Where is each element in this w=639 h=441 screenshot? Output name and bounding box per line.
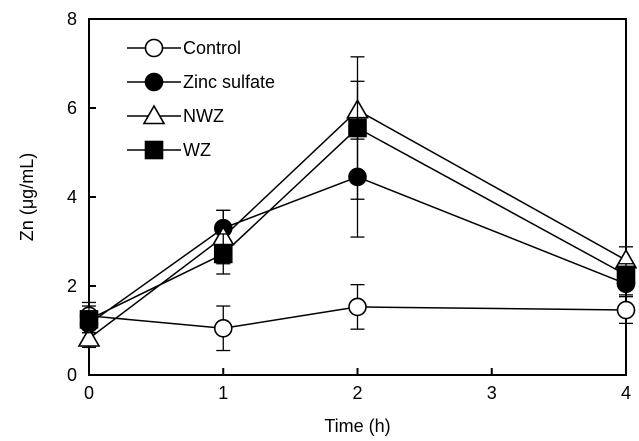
legend-item: Zinc sulfate: [127, 72, 275, 92]
x-tick-label: 2: [352, 383, 362, 403]
legend-marker: [142, 104, 166, 125]
series-line: [88, 109, 627, 340]
legend-label: Control: [183, 38, 241, 58]
legend-item: WZ: [127, 140, 211, 160]
x-tick-label: 1: [218, 383, 228, 403]
series-group: [77, 56, 638, 352]
data-point: [348, 118, 367, 138]
legend-marker: [144, 72, 164, 92]
y-tick-label: 2: [67, 276, 77, 296]
data-point: [348, 297, 367, 317]
y-tick-label: 8: [67, 9, 77, 29]
series-line: [88, 306, 627, 330]
series-line: [88, 127, 627, 321]
legend: Control Zinc sulfate NWZ WZ: [127, 38, 275, 160]
legend-marker: [144, 38, 164, 58]
x-tick-label: 3: [487, 383, 497, 403]
data-point: [77, 326, 101, 347]
series-control: [79, 284, 636, 352]
legend-label: WZ: [183, 140, 211, 160]
data-point: [213, 244, 233, 264]
y-tick-label: 6: [67, 98, 77, 118]
x-tick-label: 4: [621, 383, 631, 403]
x-tick-label: 0: [84, 383, 94, 403]
y-axis-title: Zn (μg/mL): [17, 153, 37, 241]
legend-marker: [144, 140, 164, 160]
data-point: [213, 318, 233, 338]
data-point: [616, 300, 636, 320]
legend-item: NWZ: [127, 104, 224, 126]
legend-label: NWZ: [183, 106, 224, 126]
y-tick-label: 0: [67, 365, 77, 385]
y-tick-label: 4: [67, 187, 77, 207]
data-point: [79, 310, 99, 329]
series-line: [88, 176, 627, 325]
legend-item: Control: [127, 38, 241, 58]
x-axis-title: Time (h): [324, 416, 390, 436]
legend-label: Zinc sulfate: [183, 72, 275, 92]
axes: 0 1 2 3 4 0 2 4 6 8: [67, 9, 631, 403]
series-wz: [79, 56, 636, 334]
data-point: [616, 265, 636, 285]
